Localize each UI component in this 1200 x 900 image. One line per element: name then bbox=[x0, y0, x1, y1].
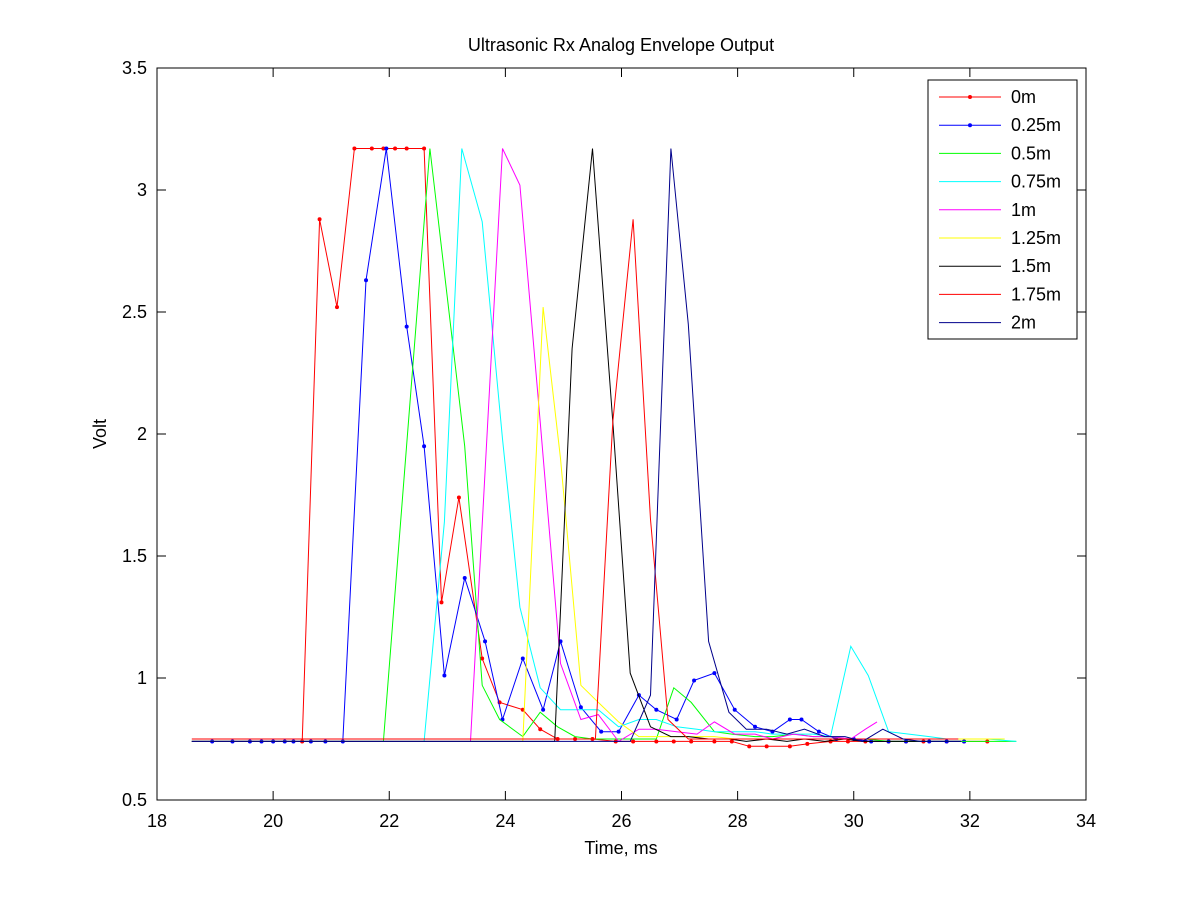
data-point bbox=[404, 324, 409, 329]
data-point bbox=[816, 729, 821, 734]
data-point bbox=[422, 444, 427, 449]
y-tick-label: 0.5 bbox=[122, 790, 147, 810]
legend-item: 0.5m bbox=[939, 143, 1051, 163]
series-line bbox=[191, 148, 962, 742]
series-1m bbox=[191, 148, 878, 743]
data-point bbox=[654, 707, 659, 712]
data-point bbox=[483, 639, 488, 644]
x-tick-label: 18 bbox=[147, 811, 167, 831]
legend-label: 2m bbox=[1011, 313, 1036, 333]
legend-marker bbox=[968, 123, 972, 128]
data-point bbox=[654, 739, 659, 744]
data-point bbox=[462, 575, 467, 580]
data-point bbox=[787, 717, 792, 722]
data-point bbox=[334, 305, 339, 310]
series-line bbox=[191, 148, 1017, 742]
series-1.5m bbox=[191, 148, 962, 742]
data-point bbox=[352, 146, 357, 151]
x-tick-label: 22 bbox=[379, 811, 399, 831]
data-point bbox=[671, 739, 676, 744]
legend-item: 0.25m bbox=[939, 115, 1061, 135]
data-point bbox=[393, 146, 398, 151]
legend-label: 0.5m bbox=[1011, 143, 1051, 163]
data-point bbox=[845, 739, 850, 744]
y-axis-label: Volt bbox=[90, 419, 110, 449]
data-point bbox=[729, 739, 734, 744]
axis-ticks bbox=[156, 67, 1087, 801]
series-0.75m bbox=[191, 148, 1017, 742]
data-point bbox=[422, 146, 427, 151]
legend-label: 1.25m bbox=[1011, 228, 1061, 248]
data-point bbox=[674, 717, 679, 722]
data-point bbox=[442, 673, 447, 678]
data-point bbox=[712, 671, 717, 676]
data-point bbox=[439, 600, 444, 605]
data-point bbox=[764, 744, 769, 749]
data-point bbox=[805, 741, 810, 746]
data-point bbox=[799, 717, 804, 722]
data-point bbox=[631, 739, 636, 744]
legend-item: 1.75m bbox=[939, 284, 1061, 304]
data-point bbox=[828, 739, 833, 744]
data-point bbox=[384, 146, 389, 151]
data-point bbox=[689, 739, 694, 744]
y-tick-label: 3 bbox=[137, 180, 147, 200]
y-tick-label: 2.5 bbox=[122, 302, 147, 322]
legend: 0m 0.25m 0.5m 0.75m 1m 1.25m 1.5m 1.75m 2m bbox=[927, 79, 1078, 340]
legend-marker bbox=[968, 95, 972, 99]
x-tick-label: 20 bbox=[263, 811, 283, 831]
data-point bbox=[541, 707, 546, 712]
legend-item: 1m bbox=[939, 200, 1036, 220]
data-point bbox=[404, 146, 409, 151]
legend-label: 0.75m bbox=[1011, 172, 1061, 192]
data-point bbox=[456, 495, 461, 500]
data-point bbox=[520, 656, 525, 661]
chart-title: Ultrasonic Rx Analog Envelope Output bbox=[468, 35, 774, 55]
series-2m bbox=[191, 148, 962, 742]
legend-label: 1.75m bbox=[1011, 284, 1061, 304]
x-tick-label: 32 bbox=[960, 811, 980, 831]
x-tick-label: 34 bbox=[1076, 811, 1096, 831]
legend-item: 2m bbox=[939, 313, 1036, 333]
data-point bbox=[747, 744, 752, 749]
series-line bbox=[191, 219, 959, 740]
series-line bbox=[191, 148, 878, 743]
legend-item: 1.25m bbox=[939, 228, 1061, 248]
y-tick-label: 1.5 bbox=[122, 546, 147, 566]
y-tick-label: 1 bbox=[137, 668, 147, 688]
tick-labels: 18 20 22 24 26 28 30 32 34 0.5 1 1.5 2 2.5 3 3.5 bbox=[122, 58, 1096, 831]
data-point bbox=[787, 744, 792, 749]
y-tick-label: 2 bbox=[137, 424, 147, 444]
data-point bbox=[381, 146, 386, 151]
data-point bbox=[599, 729, 604, 734]
data-point bbox=[692, 678, 697, 683]
data-point bbox=[616, 729, 621, 734]
x-axis-label: Time, ms bbox=[584, 838, 657, 858]
legend-label: 1m bbox=[1011, 200, 1036, 220]
series-group bbox=[191, 146, 1017, 749]
series-1.75m bbox=[191, 219, 959, 740]
legend-item: 0.75m bbox=[939, 172, 1061, 192]
data-point bbox=[317, 217, 322, 222]
series-line bbox=[191, 148, 962, 742]
legend-label: 0m bbox=[1011, 87, 1036, 107]
data-point bbox=[480, 656, 485, 661]
x-tick-label: 30 bbox=[844, 811, 864, 831]
legend-label: 1.5m bbox=[1011, 256, 1051, 276]
data-point bbox=[732, 707, 737, 712]
x-tick-label: 24 bbox=[495, 811, 515, 831]
y-tick-label: 3.5 bbox=[122, 58, 147, 78]
data-point bbox=[538, 727, 543, 732]
legend-label: 0.25m bbox=[1011, 115, 1061, 135]
legend-item: 1.5m bbox=[939, 256, 1051, 276]
x-tick-label: 26 bbox=[611, 811, 631, 831]
x-tick-label: 28 bbox=[728, 811, 748, 831]
data-point bbox=[578, 705, 583, 710]
legend-item: 0m bbox=[939, 87, 1036, 107]
data-point bbox=[753, 724, 758, 729]
data-point bbox=[364, 278, 369, 283]
data-point bbox=[369, 146, 374, 151]
data-point bbox=[712, 739, 717, 744]
